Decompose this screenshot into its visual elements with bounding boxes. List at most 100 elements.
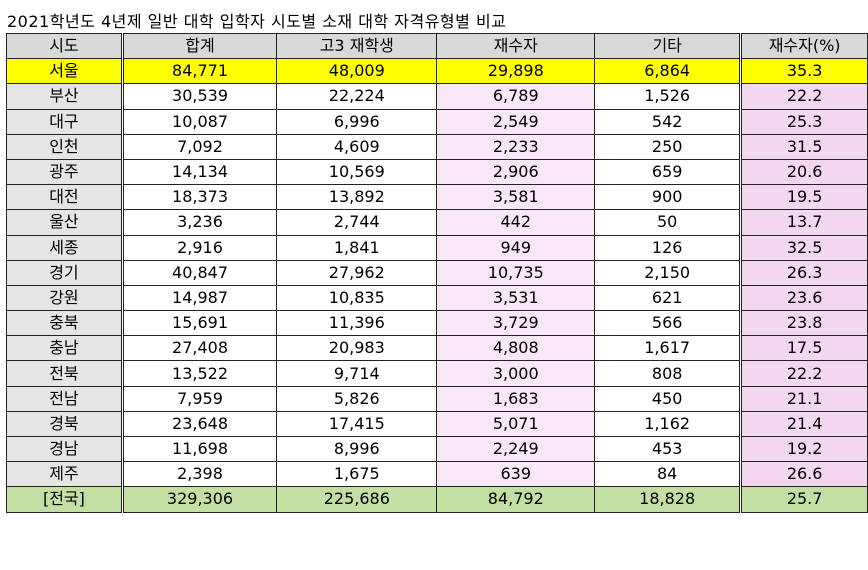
table-row: 제주 2,398 1,675 639 84 26.6 <box>6 461 868 488</box>
cell-repeaters-pct: 13.7 <box>740 209 868 236</box>
cell-highschool-seniors: 1,675 <box>276 461 438 488</box>
cell-repeaters-pct: 35.3 <box>740 58 868 85</box>
cell-region: 충남 <box>6 335 124 362</box>
cell-highschool-seniors: 11,396 <box>276 310 438 337</box>
cell-region: 충북 <box>6 310 124 337</box>
table-row: 부산 30,539 22,224 6,789 1,526 22.2 <box>6 83 868 110</box>
cell-repeaters: 442 <box>436 209 596 236</box>
cell-repeaters: 3,581 <box>436 184 596 211</box>
cell-repeaters: 10,735 <box>436 259 596 286</box>
cell-region: 전북 <box>6 360 124 387</box>
table-row: 충북 15,691 11,396 3,729 566 23.8 <box>6 310 868 337</box>
cell-total: 10,087 <box>121 108 278 135</box>
cell-repeaters: 949 <box>436 234 596 261</box>
cell-total: 15,691 <box>121 310 278 337</box>
cell-repeaters-pct: 25.7 <box>740 486 868 513</box>
cell-total: 7,092 <box>121 133 278 160</box>
cell-other: 18,828 <box>594 486 743 513</box>
cell-highschool-seniors: 1,841 <box>276 234 438 261</box>
cell-other: 542 <box>594 108 743 135</box>
header-repeaters: 재수자 <box>436 32 596 60</box>
cell-repeaters: 29,898 <box>436 58 596 85</box>
cell-total: 30,539 <box>121 83 278 110</box>
cell-other: 808 <box>594 360 743 387</box>
cell-other: 450 <box>594 385 743 412</box>
cell-repeaters-pct: 26.3 <box>740 259 868 286</box>
table-row: 경북 23,648 17,415 5,071 1,162 21.4 <box>6 410 868 438</box>
cell-repeaters: 84,792 <box>436 486 596 513</box>
cell-repeaters: 639 <box>436 461 596 488</box>
cell-other: 1,526 <box>594 83 743 110</box>
cell-highschool-seniors: 4,609 <box>276 133 438 160</box>
cell-repeaters-pct: 31.5 <box>740 133 868 160</box>
cell-repeaters: 5,071 <box>436 410 596 438</box>
cell-repeaters: 2,549 <box>436 108 596 135</box>
cell-other: 566 <box>594 310 743 337</box>
cell-repeaters: 4,808 <box>436 335 596 362</box>
header-highschool-seniors: 고3 재학생 <box>276 32 438 60</box>
cell-repeaters-pct: 23.8 <box>740 310 868 337</box>
cell-highschool-seniors: 2,744 <box>276 209 438 236</box>
cell-other: 1,162 <box>594 410 743 438</box>
header-region: 시도 <box>6 32 124 60</box>
cell-repeaters: 3,531 <box>436 284 596 312</box>
cell-highschool-seniors: 22,224 <box>276 83 438 110</box>
table-row-total: [전국] 329,306 225,686 84,792 18,828 25.7 <box>6 486 868 513</box>
cell-highschool-seniors: 10,569 <box>276 158 438 186</box>
header-row: 시도 합계 고3 재학생 재수자 기타 재수자(%) <box>6 32 868 60</box>
data-table: 시도 합계 고3 재학생 재수자 기타 재수자(%) 서울 84,771 48,00… <box>6 32 868 513</box>
table-row: 울산 3,236 2,744 442 50 13.7 <box>6 209 868 236</box>
cell-total: 3,236 <box>121 209 278 236</box>
table-row: 경남 11,698 8,996 2,249 453 19.2 <box>6 435 868 463</box>
cell-repeaters: 3,729 <box>436 310 596 337</box>
cell-highschool-seniors: 6,996 <box>276 108 438 135</box>
cell-repeaters-pct: 22.2 <box>740 360 868 387</box>
cell-other: 621 <box>594 284 743 312</box>
table-row: 대전 18,373 13,892 3,581 900 19.5 <box>6 184 868 211</box>
cell-repeaters-pct: 25.3 <box>740 108 868 135</box>
cell-repeaters-pct: 21.4 <box>740 410 868 438</box>
cell-repeaters: 3,000 <box>436 360 596 387</box>
cell-region: 대구 <box>6 108 124 135</box>
table-row: 충남 27,408 20,983 4,808 1,617 17.5 <box>6 335 868 362</box>
table-row: 전남 7,959 5,826 1,683 450 21.1 <box>6 385 868 412</box>
cell-other: 250 <box>594 133 743 160</box>
cell-other: 2,150 <box>594 259 743 286</box>
table-row: 전북 13,522 9,714 3,000 808 22.2 <box>6 360 868 387</box>
cell-region: 대전 <box>6 184 124 211</box>
cell-highschool-seniors: 225,686 <box>276 486 438 513</box>
cell-repeaters: 1,683 <box>436 385 596 412</box>
cell-total: 7,959 <box>121 385 278 412</box>
cell-other: 900 <box>594 184 743 211</box>
table-row-highlighted: 서울 84,771 48,009 29,898 6,864 35.3 <box>6 58 868 85</box>
cell-total: 13,522 <box>121 360 278 387</box>
cell-region: 경기 <box>6 259 124 286</box>
cell-highschool-seniors: 17,415 <box>276 410 438 438</box>
cell-region: 인천 <box>6 133 124 160</box>
cell-region: 서울 <box>6 58 124 85</box>
header-repeaters-pct: 재수자(%) <box>740 32 868 60</box>
cell-region: 전남 <box>6 385 124 412</box>
cell-highschool-seniors: 13,892 <box>276 184 438 211</box>
cell-total: 14,987 <box>121 284 278 312</box>
cell-other: 6,864 <box>594 58 743 85</box>
cell-other: 50 <box>594 209 743 236</box>
cell-repeaters-pct: 22.2 <box>740 83 868 110</box>
cell-repeaters-pct: 21.1 <box>740 385 868 412</box>
cell-total: 84,771 <box>121 58 278 85</box>
cell-other: 126 <box>594 234 743 261</box>
cell-highschool-seniors: 20,983 <box>276 335 438 362</box>
cell-repeaters: 2,249 <box>436 435 596 463</box>
cell-total: 329,306 <box>121 486 278 513</box>
cell-other: 84 <box>594 461 743 488</box>
table-row: 대구 10,087 6,996 2,549 542 25.3 <box>6 108 868 135</box>
cell-repeaters-pct: 19.5 <box>740 184 868 211</box>
cell-region: 세종 <box>6 234 124 261</box>
cell-repeaters-pct: 26.6 <box>740 461 868 488</box>
cell-other: 453 <box>594 435 743 463</box>
table-row: 경기 40,847 27,962 10,735 2,150 26.3 <box>6 259 868 286</box>
cell-total: 40,847 <box>121 259 278 286</box>
cell-highschool-seniors: 48,009 <box>276 58 438 85</box>
cell-highschool-seniors: 8,996 <box>276 435 438 463</box>
cell-region: 경북 <box>6 410 124 438</box>
